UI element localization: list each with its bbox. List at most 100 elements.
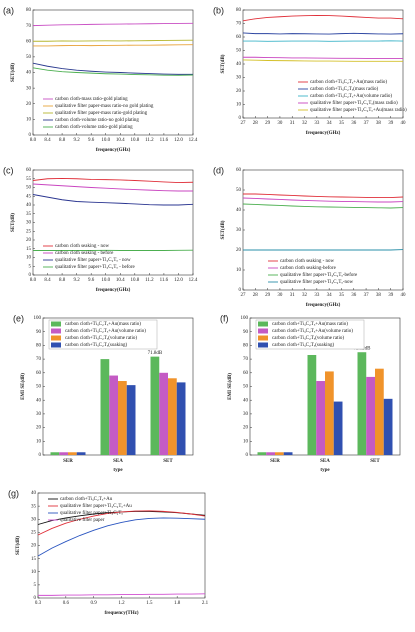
x-tick-label: 27	[241, 121, 247, 126]
y-tick-label: 0	[29, 133, 32, 138]
series-line	[243, 193, 404, 199]
legend-label: carbon cloth+Ti₃C₂Tₓ(mass radio)	[310, 87, 378, 92]
bar	[176, 382, 186, 455]
x-tick-label: 10.8	[130, 278, 139, 283]
x-tick-label: 1.8	[174, 601, 181, 606]
x-tick-label: 9.2	[74, 278, 81, 283]
y-tick-label: 0	[39, 453, 42, 458]
y-tick-label: 20	[243, 426, 249, 431]
y-tick-label: 25	[26, 229, 32, 234]
x-tick-label: SET	[370, 459, 380, 464]
x-axis-label: type	[113, 468, 123, 473]
y-tick-label: 60	[236, 168, 242, 173]
y-tick-label: 20	[26, 102, 32, 107]
legend-label: qualitative filter paper-mass ratio-gold…	[55, 111, 148, 116]
series-line	[32, 62, 193, 75]
x-tick-label: 10.8	[130, 138, 139, 143]
x-tick-label: 2.1	[202, 601, 209, 606]
bar	[357, 352, 367, 455]
y-tick-label: 40	[26, 203, 32, 208]
panel: (e) 0 10 20 30 40 50 60 70 80 90 100 EMI SE(dB) type S…	[13, 313, 194, 473]
x-axis-label: frequency(GHz)	[306, 131, 341, 136]
y-tick-label: 30	[236, 228, 242, 233]
y-tick-label: 0	[239, 116, 242, 121]
bar	[266, 452, 275, 455]
legend-label: carbon cloth seaking - now	[280, 259, 335, 264]
panel: (f) 0 10 20 30 40 50 60 70 80 90 100 EMI SE(dB) type S…	[220, 313, 401, 473]
y-tick-label: 5	[29, 264, 32, 269]
x-tick-label: 0.3	[35, 601, 42, 606]
panel-label: (f)	[220, 313, 229, 323]
series-line	[33, 39, 194, 42]
y-tick-label: 60	[26, 168, 32, 173]
y-tick-label: 30	[31, 517, 37, 522]
legend-box	[48, 319, 158, 350]
panel: (b) 0 10 20 30 40 50 60 70 80 SET(dB) frequency(GHz…	[213, 5, 407, 136]
bar	[325, 371, 334, 455]
y-axis-label: EMI SE(dB)	[228, 373, 233, 400]
bar	[333, 401, 343, 455]
x-tick-label: 34	[327, 293, 333, 298]
y-tick-label: 10	[26, 118, 32, 123]
x-tick-label: SER	[270, 459, 280, 464]
legend-label: carbon cloth+Ti₃C₂Tₓ(volume ratio)	[272, 336, 344, 341]
bar	[76, 452, 86, 455]
panel: (a) 0 10 20 30 40 50 60 70 80 SET(dB) frequency(GHz…	[3, 5, 198, 153]
x-tick-label: 8.4	[44, 138, 51, 143]
bar	[316, 381, 325, 455]
x-tick-label: 12.0	[174, 138, 183, 143]
panel: (d) 0 10 20 30 40 50 60 SET(dB) frequency(GHz) 27 2…	[213, 165, 406, 308]
y-tick-label: 30	[26, 221, 32, 226]
legend-box	[255, 319, 365, 350]
series-line	[32, 22, 194, 27]
legend-label: carbon cloth+Ti₃C₂Tₓ+Au	[60, 497, 113, 502]
x-tick-label: 35	[339, 121, 345, 126]
legend-swatch	[51, 335, 61, 341]
series-line	[37, 517, 206, 557]
y-tick-label: 30	[36, 412, 42, 417]
x-tick-label: 12.4	[189, 138, 198, 143]
y-tick-label: 5	[34, 583, 37, 588]
x-tick-label: 33	[314, 293, 320, 298]
annotation: 71.8dB	[148, 351, 163, 356]
y-tick-label: 10	[26, 256, 32, 261]
x-tick-label: 37	[364, 121, 370, 126]
x-tick-label: 11.2	[145, 138, 154, 143]
y-tick-label: 0	[29, 273, 32, 278]
panel-label: (e)	[13, 313, 24, 323]
y-tick-label: 15	[31, 557, 37, 562]
x-tick-label: 8.8	[59, 138, 66, 143]
y-tick-label: 50	[236, 188, 242, 193]
x-tick-label: 11.6	[160, 278, 169, 283]
series-line	[242, 59, 403, 62]
x-tick-label: 36	[351, 121, 357, 126]
y-tick-label: 20	[36, 426, 42, 431]
x-tick-label: 38	[376, 293, 382, 298]
bar	[283, 452, 293, 455]
legend-label: carbon cloth-volume ratio-gold plating	[55, 125, 133, 130]
legend-swatch	[51, 342, 61, 348]
legend-label: carbon cloth+Ti₃C₂Tₓ+Au(volume ratio)	[272, 329, 353, 334]
legend-swatch	[258, 342, 268, 348]
series-line	[37, 510, 206, 536]
legend-label: qualitative filter paper+Ti₃C₂Tₓ+Au	[60, 504, 132, 509]
panel: (c) 0 5 10 15 20 25 30 35 40 45 50 55 60 SET(dB) freque…	[3, 165, 198, 293]
x-tick-label: 10.0	[101, 138, 110, 143]
y-tick-label: 50	[26, 55, 32, 60]
x-tick-label: 1.5	[146, 601, 153, 606]
x-tick-label: 37	[364, 293, 370, 298]
y-tick-label: 0	[246, 453, 249, 458]
y-tick-label: 90	[36, 330, 42, 335]
x-tick-label: 38	[376, 121, 382, 126]
bar	[59, 452, 68, 455]
bar	[307, 354, 317, 455]
y-tick-label: 20	[26, 238, 32, 243]
x-tick-label: 40	[401, 293, 407, 298]
y-tick-label: 20	[31, 544, 37, 549]
series-line	[243, 40, 404, 42]
y-tick-label: 90	[243, 330, 249, 335]
x-tick-label: 8.0	[30, 138, 37, 143]
series-line	[32, 177, 194, 184]
y-tick-label: 10	[243, 439, 249, 444]
x-tick-label: 32	[302, 293, 308, 298]
